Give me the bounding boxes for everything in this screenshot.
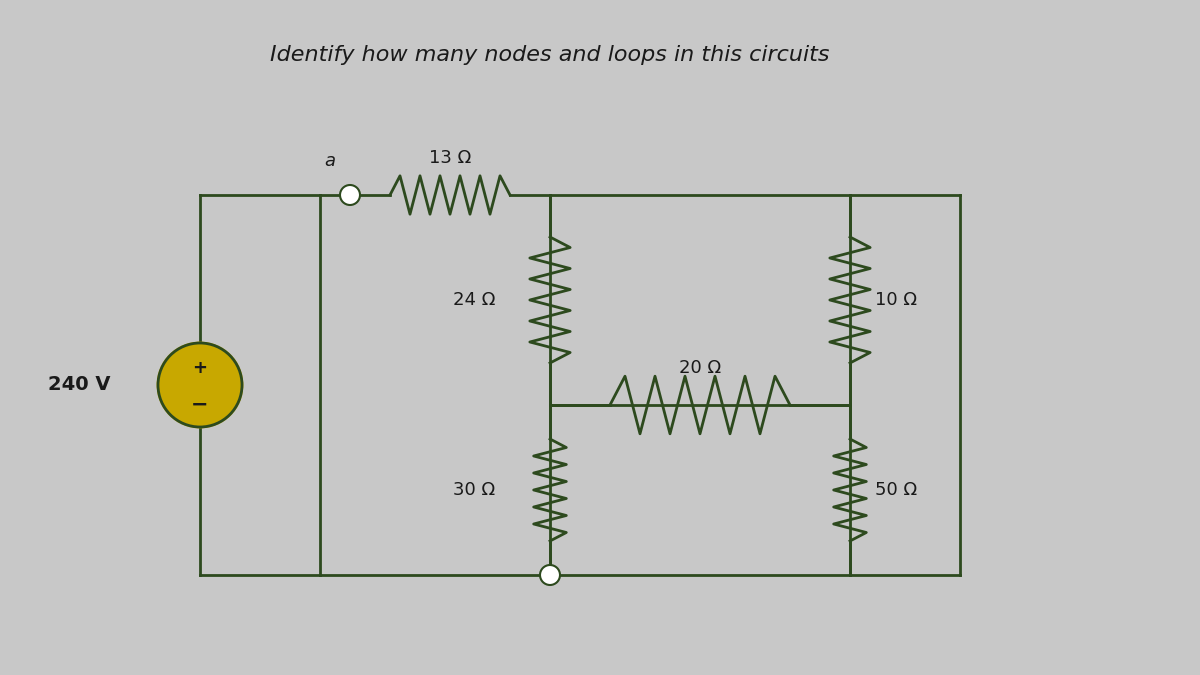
Text: Identify how many nodes and loops in this circuits: Identify how many nodes and loops in thi… bbox=[270, 45, 829, 65]
Circle shape bbox=[158, 343, 242, 427]
Text: −: − bbox=[191, 395, 209, 415]
Text: a: a bbox=[324, 152, 335, 170]
Text: 24 Ω: 24 Ω bbox=[452, 291, 496, 309]
Text: 20 Ω: 20 Ω bbox=[679, 359, 721, 377]
Text: 30 Ω: 30 Ω bbox=[452, 481, 496, 499]
Text: 10 Ω: 10 Ω bbox=[875, 291, 917, 309]
Text: 240 V: 240 V bbox=[48, 375, 110, 394]
Circle shape bbox=[540, 565, 560, 585]
Text: 13 Ω: 13 Ω bbox=[428, 149, 472, 167]
Text: +: + bbox=[192, 359, 208, 377]
Circle shape bbox=[340, 185, 360, 205]
Text: 50 Ω: 50 Ω bbox=[875, 481, 917, 499]
